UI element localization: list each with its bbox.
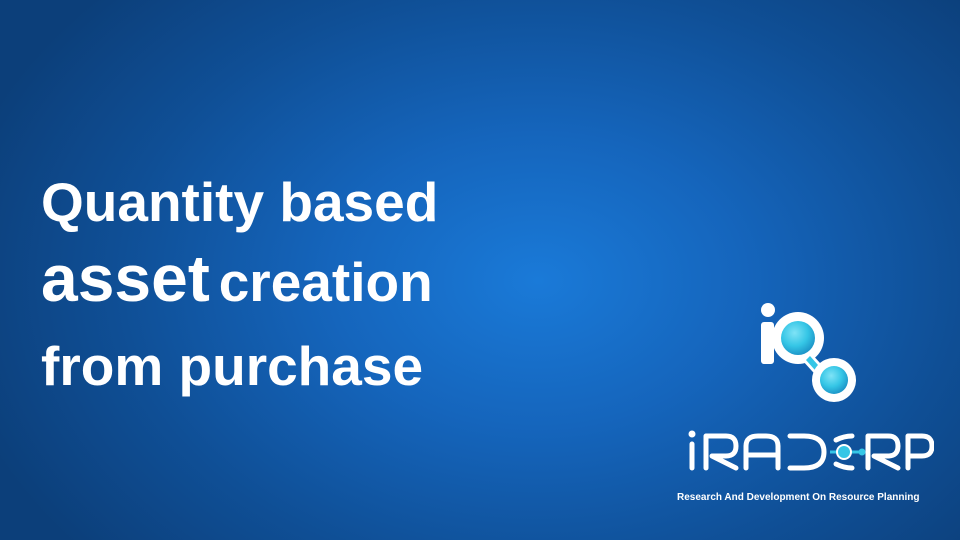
wordmark-node-icon xyxy=(836,444,852,460)
title-line-3: from purchase xyxy=(41,335,424,397)
title-line-2-emphasis: asset xyxy=(41,241,210,315)
title-line-1: Quantity based xyxy=(41,171,439,233)
logo-tagline: Research And Development On Resource Pla… xyxy=(677,492,920,503)
logo-bubble-large xyxy=(781,321,815,355)
iradorp-logo-icon xyxy=(761,303,856,402)
logo-i-dot xyxy=(761,303,775,317)
iradorp-wordmark xyxy=(688,430,934,471)
title-line-2-rest: creation xyxy=(218,251,433,313)
logo-bubble-small xyxy=(820,366,848,394)
slide-title: Quantity based asset creation from purch… xyxy=(41,164,561,404)
logo-i-stem xyxy=(761,322,774,364)
title-line-2: asset creation xyxy=(41,240,561,328)
